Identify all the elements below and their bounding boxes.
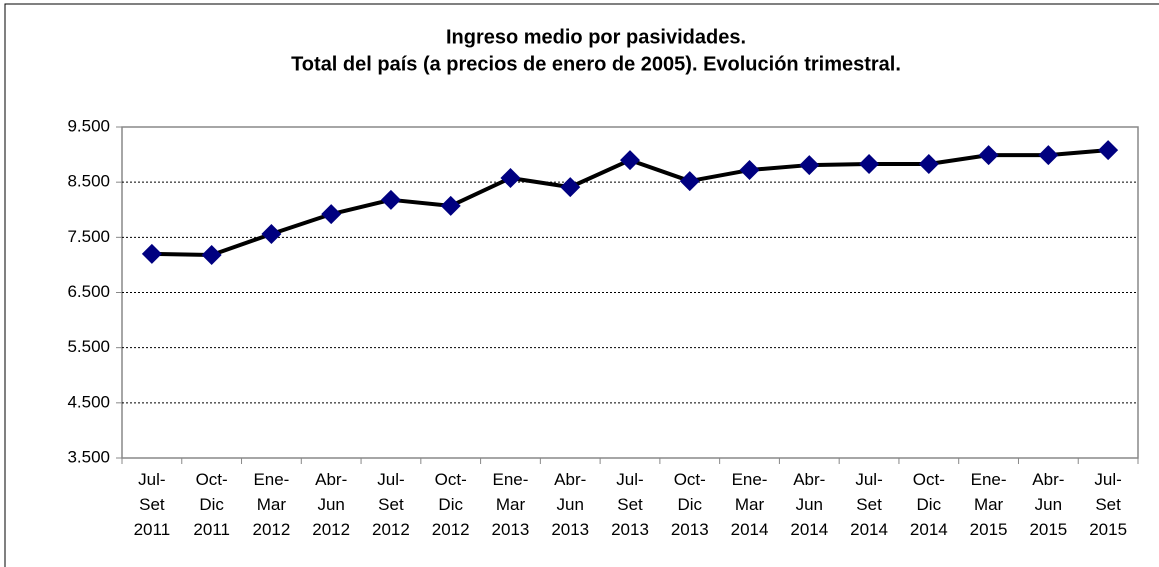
x-tick-label: Jul- Set 2014 <box>850 470 888 539</box>
x-tick-label: Oct- Dic 2012 <box>432 470 470 539</box>
x-tick-label-line: 2014 <box>731 520 769 539</box>
x-tick-label-line: Ene- <box>253 470 289 489</box>
x-tick-label: Abr- Jun 2013 <box>551 470 589 539</box>
x-tick-label-line: Mar <box>496 495 526 514</box>
y-tick-label: 6.500 <box>67 282 110 301</box>
x-tick-label-line: Dic <box>677 495 702 514</box>
x-tick-label: Ene- Mar 2014 <box>731 470 769 539</box>
x-tick-label-line: Oct- <box>196 470 228 489</box>
x-tick-label-line: Mar <box>257 495 287 514</box>
x-tick-label-line: Ene- <box>971 470 1007 489</box>
x-tick-label: Ene- Mar 2015 <box>970 470 1008 539</box>
x-tick-label: Oct- Dic 2014 <box>910 470 948 539</box>
x-tick-label: Abr- Jun 2015 <box>1029 470 1067 539</box>
x-tick-label-line: Abr- <box>554 470 586 489</box>
x-tick-label-line: Jun <box>1035 495 1062 514</box>
x-tick-label-line: Jul- <box>616 470 643 489</box>
marker <box>1038 145 1059 166</box>
marker <box>500 168 521 189</box>
y-tick-label: 8.500 <box>67 172 110 191</box>
x-tick-label-line: 2014 <box>910 520 948 539</box>
marker <box>739 160 760 181</box>
x-tick-label-line: 2014 <box>790 520 828 539</box>
y-tick-label: 3.500 <box>67 447 110 466</box>
x-tick-label-line: Oct- <box>913 470 945 489</box>
marker <box>1098 140 1119 161</box>
x-tick-label-line: 2015 <box>1029 520 1067 539</box>
x-tick-label-line: Oct- <box>674 470 706 489</box>
x-tick-label-line: 2012 <box>372 520 410 539</box>
x-tick-label-line: Jul- <box>855 470 882 489</box>
x-tick-label-line: Dic <box>438 495 463 514</box>
marker <box>620 150 640 171</box>
marker <box>261 224 282 245</box>
marker <box>321 204 342 225</box>
x-tick-label: Abr- Jun 2014 <box>790 470 828 539</box>
x-tick-label-line: 2014 <box>850 520 888 539</box>
x-tick-label: Jul- Set 2011 <box>134 470 171 539</box>
x-tick-label-line: 2011 <box>134 520 171 539</box>
chart-title: Total del país (a precios de enero de 20… <box>291 53 901 75</box>
x-tick-label-line: 2013 <box>492 520 530 539</box>
x-tick-label-line: Abr- <box>793 470 825 489</box>
marker <box>978 145 999 166</box>
x-tick-label-line: Dic <box>199 495 224 514</box>
y-tick-label: 4.500 <box>67 392 110 411</box>
marker <box>560 177 581 198</box>
x-tick-label-line: Jul- <box>377 470 404 489</box>
marker <box>440 195 461 216</box>
x-tick-label-line: Abr- <box>315 470 347 489</box>
x-tick-label-line: 2015 <box>970 520 1008 539</box>
x-tick-label-line: Jul- <box>1094 470 1121 489</box>
x-tick-label: Oct- Dic 2011 <box>193 470 230 539</box>
chart-frame <box>4 3 1159 567</box>
x-tick-label-line: Mar <box>735 495 765 514</box>
x-tick-label-line: 2013 <box>551 520 589 539</box>
x-tick-label: Oct- Dic 2013 <box>671 470 709 539</box>
x-tick-label-line: Set <box>139 495 165 514</box>
marker <box>799 155 820 176</box>
x-tick-label-line: Ene- <box>493 470 529 489</box>
x-tick-label-line: 2011 <box>193 520 230 539</box>
x-tick-label-line: Set <box>856 495 882 514</box>
chart-title: Ingreso medio por pasividades. <box>446 26 746 48</box>
x-tick-label-line: 2013 <box>671 520 709 539</box>
x-tick-label-line: 2012 <box>252 520 290 539</box>
x-tick-label: Jul- Set 2013 <box>611 470 649 539</box>
x-tick-label-line: Jun <box>317 495 344 514</box>
x-tick-label: Jul- Set 2012 <box>372 470 410 539</box>
x-tick-label-line: Jun <box>796 495 823 514</box>
x-tick-label-line: 2012 <box>312 520 350 539</box>
x-tick-label-line: 2015 <box>1089 520 1127 539</box>
x-tick-label-line: Jul- <box>138 470 165 489</box>
x-tick-label-line: Oct- <box>435 470 467 489</box>
marker <box>141 243 162 264</box>
y-tick-label: 7.500 <box>67 227 110 246</box>
x-tick-label-line: Dic <box>917 495 942 514</box>
x-tick-label: Ene- Mar 2013 <box>492 470 530 539</box>
x-tick-label-line: Set <box>378 495 404 514</box>
x-tick-label-line: 2012 <box>432 520 470 539</box>
x-tick-label-line: Abr- <box>1032 470 1064 489</box>
marker <box>380 189 401 210</box>
x-tick-label: Jul- Set 2015 <box>1089 470 1127 539</box>
x-tick-label: Ene- Mar 2012 <box>252 470 290 539</box>
x-tick-label-line: Ene- <box>732 470 768 489</box>
marker <box>201 244 222 265</box>
x-tick-label-line: Mar <box>974 495 1004 514</box>
marker <box>859 153 880 174</box>
y-tick-label: 9.500 <box>67 116 110 135</box>
marker <box>679 171 700 192</box>
x-tick-label-line: Set <box>1095 495 1121 514</box>
x-tick-label-line: 2013 <box>611 520 649 539</box>
x-tick-label: Abr- Jun 2012 <box>312 470 350 539</box>
marker <box>918 153 939 174</box>
y-tick-label: 5.500 <box>67 337 110 356</box>
x-tick-label-line: Set <box>617 495 643 514</box>
x-tick-label-line: Jun <box>557 495 584 514</box>
